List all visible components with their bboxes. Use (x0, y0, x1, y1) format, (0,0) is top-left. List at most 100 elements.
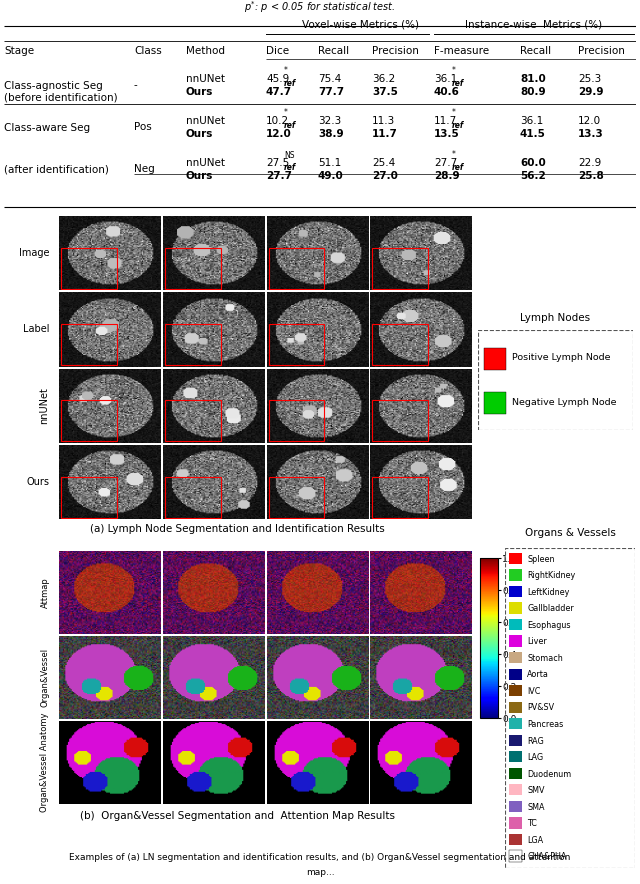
Text: Spleen: Spleen (527, 554, 555, 564)
Bar (509, 801, 522, 812)
Text: Attmap: Attmap (40, 577, 49, 608)
Text: CHA&PHA: CHA&PHA (527, 852, 566, 861)
Text: (b)  Organ&Vessel Segmentation and  Attention Map Results: (b) Organ&Vessel Segmentation and Attent… (80, 811, 395, 821)
Text: RightKidney: RightKidney (527, 571, 575, 580)
Text: Organ&Vessel Anatomy: Organ&Vessel Anatomy (40, 713, 49, 812)
Bar (269, 248, 324, 289)
Text: Precision: Precision (372, 46, 419, 56)
Text: PV&SV: PV&SV (527, 704, 554, 713)
Text: 25.8: 25.8 (578, 171, 604, 181)
Text: LAG: LAG (527, 753, 543, 762)
Text: ref: ref (284, 164, 296, 172)
Text: Gallbladder: Gallbladder (527, 605, 574, 613)
Text: Organs & Vessels: Organs & Vessels (525, 529, 616, 538)
Text: 25.4: 25.4 (372, 158, 396, 168)
Bar (61, 248, 117, 289)
Text: Organ&Vessel: Organ&Vessel (40, 648, 49, 707)
Text: Class: Class (134, 46, 162, 56)
Text: Pancreas: Pancreas (527, 720, 563, 729)
Bar (372, 324, 428, 365)
Text: 25.3: 25.3 (578, 74, 601, 84)
Text: 81.0: 81.0 (520, 74, 546, 84)
Text: Positive Lymph Node: Positive Lymph Node (512, 354, 611, 362)
Text: NS: NS (284, 150, 294, 159)
Text: ref: ref (284, 121, 296, 131)
Bar (509, 552, 522, 564)
Bar (509, 602, 522, 613)
Text: Esophagus: Esophagus (527, 621, 571, 629)
Text: Ours: Ours (186, 171, 213, 181)
Bar (484, 348, 506, 370)
Text: (before identification): (before identification) (4, 92, 118, 102)
Text: SMA: SMA (527, 803, 545, 812)
Text: 11.3: 11.3 (372, 116, 396, 126)
Text: Instance-wise  Metrics (%): Instance-wise Metrics (%) (465, 19, 603, 29)
Text: Method: Method (186, 46, 225, 56)
Text: Class-agnostic Seg: Class-agnostic Seg (4, 81, 103, 91)
Bar (61, 324, 117, 365)
Text: Recall: Recall (318, 46, 349, 56)
Text: Pos: Pos (134, 123, 152, 133)
Text: nnUNet: nnUNet (40, 387, 49, 424)
Text: ref: ref (452, 121, 464, 131)
Text: Image: Image (19, 248, 49, 258)
Text: Aorta: Aorta (527, 670, 549, 680)
Text: *: * (452, 109, 456, 118)
Text: 11.7: 11.7 (434, 116, 457, 126)
Bar (509, 652, 522, 663)
Bar (372, 400, 428, 441)
Bar (509, 668, 522, 680)
Bar (164, 476, 221, 517)
Text: Voxel-wise Metrics (%): Voxel-wise Metrics (%) (301, 19, 419, 29)
Bar (269, 400, 324, 441)
Bar (61, 476, 117, 517)
Text: 32.3: 32.3 (318, 116, 341, 126)
Text: Examples of (a) LN segmentation and identification results, and (b) Organ&Vessel: Examples of (a) LN segmentation and iden… (69, 852, 571, 862)
Text: *: * (452, 150, 456, 159)
Text: 28.9: 28.9 (434, 171, 460, 181)
Text: 41.5: 41.5 (520, 129, 546, 139)
Text: nnUNet: nnUNet (186, 158, 225, 168)
Bar (509, 685, 522, 697)
Text: 12.0: 12.0 (266, 129, 292, 139)
Text: Label: Label (23, 324, 49, 334)
Bar (509, 767, 522, 779)
Bar (509, 619, 522, 630)
Text: IVC: IVC (527, 687, 540, 696)
Text: ref: ref (284, 80, 296, 88)
Text: 51.1: 51.1 (318, 158, 341, 168)
Text: SMV: SMV (527, 786, 545, 796)
Bar (269, 324, 324, 365)
Text: nnUNet: nnUNet (186, 74, 225, 84)
Bar (509, 784, 522, 796)
Bar (61, 400, 117, 441)
Bar (372, 248, 428, 289)
Text: Neg: Neg (134, 164, 155, 174)
Text: 27.5: 27.5 (266, 158, 289, 168)
Text: -: - (134, 80, 138, 90)
Text: 27.7: 27.7 (434, 158, 457, 168)
Text: *: * (452, 66, 456, 75)
Bar (164, 400, 221, 441)
Text: *: * (284, 66, 287, 75)
Text: nnUNet: nnUNet (186, 116, 225, 126)
Text: 77.7: 77.7 (318, 87, 344, 97)
Text: 38.9: 38.9 (318, 129, 344, 139)
Text: LeftKidney: LeftKidney (527, 588, 570, 597)
Text: *: * (284, 109, 287, 118)
Text: 12.0: 12.0 (578, 116, 601, 126)
Bar (509, 834, 522, 845)
Text: 80.9: 80.9 (520, 87, 546, 97)
Text: ref: ref (452, 164, 464, 172)
Text: 10.2: 10.2 (266, 116, 289, 126)
Text: 36.1: 36.1 (434, 74, 457, 84)
Text: Stage: Stage (4, 46, 34, 56)
Text: 22.9: 22.9 (578, 158, 601, 168)
Text: Precision: Precision (578, 46, 625, 56)
Text: 40.6: 40.6 (434, 87, 460, 97)
Bar (509, 718, 522, 729)
Text: 13.5: 13.5 (434, 129, 460, 139)
Text: TC: TC (527, 819, 537, 828)
Text: (after identification): (after identification) (4, 165, 109, 175)
Text: RAG: RAG (527, 736, 544, 745)
